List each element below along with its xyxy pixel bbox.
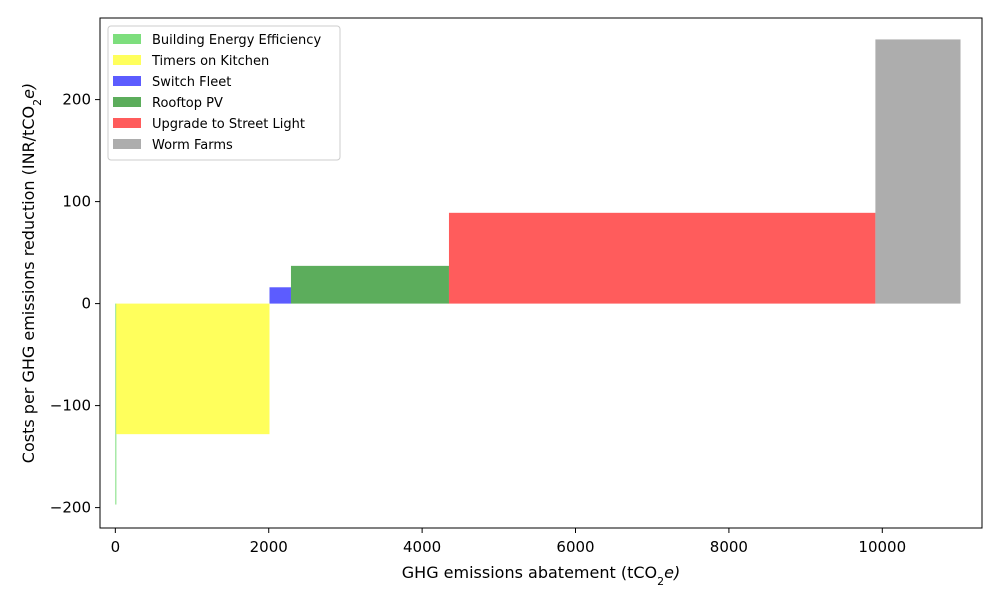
legend-swatch: [113, 34, 141, 44]
x-tick-label: 2000: [250, 538, 288, 556]
y-tick-label: 200: [62, 91, 91, 109]
bar-rooftop-pv: [290, 265, 449, 304]
x-tick-label: 8000: [710, 538, 748, 556]
x-tick-label: 4000: [403, 538, 441, 556]
y-tick-label: 0: [81, 295, 91, 313]
legend-label: Switch Fleet: [152, 75, 231, 90]
y-axis-ticks: −200 −100 0 100 200: [50, 91, 100, 517]
bars-group: [115, 39, 961, 505]
legend: Building Energy Efficiency Timers on Kitc…: [107, 25, 341, 161]
legend-swatch: [113, 76, 141, 86]
y-tick-label: 100: [62, 193, 91, 211]
legend-swatch: [113, 118, 141, 128]
legend-label: Rooftop PV: [152, 96, 223, 111]
y-tick-label: −100: [50, 397, 91, 415]
bar-building-energy-efficiency: [115, 303, 117, 505]
legend-label: Building Energy Efficiency: [152, 33, 321, 48]
legend-swatch: [113, 55, 141, 65]
bar-timers-on-kitchen: [116, 303, 270, 435]
y-tick-label: −200: [50, 499, 91, 517]
legend-label: Timers on Kitchen: [151, 54, 269, 69]
plot-frame: [99, 17, 983, 529]
bar-switch-fleet: [269, 287, 291, 304]
bar-worm-farms: [875, 39, 961, 304]
legend-frame: [107, 25, 341, 161]
x-axis-label: GHG emissions abatement (tCO2e): [402, 563, 680, 588]
legend-label: Upgrade to Street Light: [152, 117, 305, 132]
x-axis-ticks: 0 2000 4000 6000 8000 10000: [111, 528, 906, 556]
y-axis-label: Costs per GHG emissions reduction (INR/t…: [19, 83, 44, 463]
legend-label: Worm Farms: [152, 138, 233, 153]
legend-swatch: [113, 97, 141, 107]
x-tick-label: 6000: [556, 538, 594, 556]
legend-swatch: [113, 139, 141, 149]
bar-upgrade-to-street-light: [448, 212, 876, 304]
x-tick-label: 0: [111, 538, 121, 556]
x-tick-label: 10000: [858, 538, 906, 556]
